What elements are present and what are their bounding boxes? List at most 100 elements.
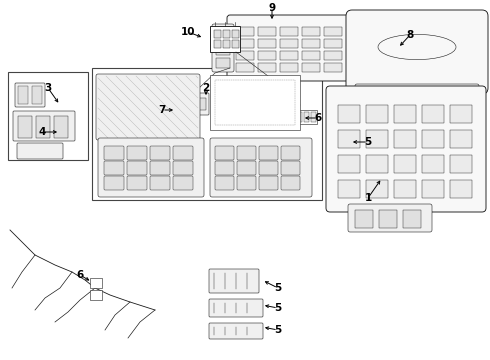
Text: 5: 5 [274, 303, 282, 313]
Text: 6: 6 [76, 270, 84, 280]
FancyBboxPatch shape [237, 161, 256, 175]
Bar [210, 75, 300, 130]
Bar [90, 278, 102, 288]
Bar [422, 130, 444, 148]
Bar [215, 80, 295, 125]
Text: 8: 8 [406, 30, 414, 40]
Bar [338, 180, 360, 198]
Bar [32, 86, 42, 104]
Text: 7: 7 [158, 105, 166, 115]
Bar [258, 39, 276, 48]
Text: 5: 5 [274, 283, 282, 293]
FancyBboxPatch shape [127, 146, 147, 160]
FancyBboxPatch shape [150, 161, 170, 175]
Bar [214, 40, 221, 48]
FancyBboxPatch shape [355, 84, 479, 108]
FancyBboxPatch shape [210, 138, 312, 197]
Bar [302, 63, 320, 72]
FancyBboxPatch shape [281, 176, 300, 190]
Bar [214, 30, 221, 38]
FancyBboxPatch shape [150, 146, 170, 160]
FancyBboxPatch shape [173, 146, 193, 160]
FancyBboxPatch shape [346, 10, 488, 94]
Bar [232, 40, 239, 48]
Bar [403, 210, 421, 228]
Bar [335, 142, 342, 149]
Text: 10: 10 [181, 27, 195, 37]
Bar [223, 40, 230, 48]
Text: 1: 1 [365, 193, 371, 203]
Text: 5: 5 [365, 137, 371, 147]
Bar [258, 51, 276, 60]
FancyBboxPatch shape [215, 146, 234, 160]
FancyBboxPatch shape [173, 161, 193, 175]
Bar [353, 133, 360, 140]
Bar [366, 130, 388, 148]
FancyBboxPatch shape [181, 93, 209, 115]
FancyBboxPatch shape [209, 269, 259, 293]
FancyBboxPatch shape [104, 161, 124, 175]
Bar [302, 51, 320, 60]
FancyBboxPatch shape [209, 323, 263, 339]
FancyBboxPatch shape [212, 24, 234, 72]
Bar [324, 39, 342, 48]
FancyBboxPatch shape [281, 146, 300, 160]
Bar [236, 63, 254, 72]
Bar [422, 155, 444, 173]
FancyBboxPatch shape [15, 83, 45, 107]
Bar [216, 32, 230, 42]
Bar [446, 89, 466, 104]
Bar [379, 210, 397, 228]
Bar [8, 72, 88, 160]
FancyBboxPatch shape [237, 176, 256, 190]
Text: 6: 6 [315, 113, 321, 123]
Bar [92, 68, 322, 200]
FancyBboxPatch shape [209, 299, 263, 317]
Bar [338, 130, 360, 148]
FancyBboxPatch shape [13, 111, 75, 141]
FancyBboxPatch shape [259, 146, 278, 160]
Bar [338, 105, 360, 123]
Bar [353, 142, 360, 149]
FancyBboxPatch shape [98, 138, 204, 197]
Bar [450, 155, 472, 173]
Bar [18, 116, 32, 138]
FancyBboxPatch shape [173, 176, 193, 190]
Bar [422, 105, 444, 123]
Bar [394, 180, 416, 198]
FancyBboxPatch shape [104, 146, 124, 160]
Bar [344, 133, 351, 140]
Bar [295, 110, 317, 124]
FancyBboxPatch shape [215, 176, 234, 190]
Bar [338, 155, 360, 173]
Bar [236, 51, 254, 60]
FancyBboxPatch shape [127, 176, 147, 190]
Bar [366, 155, 388, 173]
Text: 3: 3 [45, 83, 51, 93]
Bar [236, 27, 254, 36]
Bar [258, 27, 276, 36]
Bar [297, 112, 302, 122]
Bar [280, 51, 298, 60]
Bar [236, 39, 254, 48]
Bar [36, 116, 50, 138]
Bar [450, 180, 472, 198]
Bar [216, 45, 230, 55]
Bar [90, 290, 102, 300]
Bar [394, 105, 416, 123]
Bar [311, 112, 316, 122]
FancyBboxPatch shape [127, 161, 147, 175]
FancyBboxPatch shape [237, 146, 256, 160]
Bar [223, 30, 230, 38]
Bar [280, 63, 298, 72]
FancyBboxPatch shape [227, 15, 355, 81]
Bar [198, 98, 206, 110]
Bar [54, 116, 68, 138]
FancyBboxPatch shape [259, 161, 278, 175]
Bar [186, 98, 194, 110]
FancyBboxPatch shape [150, 176, 170, 190]
Bar [450, 105, 472, 123]
Bar [394, 130, 416, 148]
FancyBboxPatch shape [17, 143, 63, 159]
Text: 5: 5 [274, 325, 282, 335]
